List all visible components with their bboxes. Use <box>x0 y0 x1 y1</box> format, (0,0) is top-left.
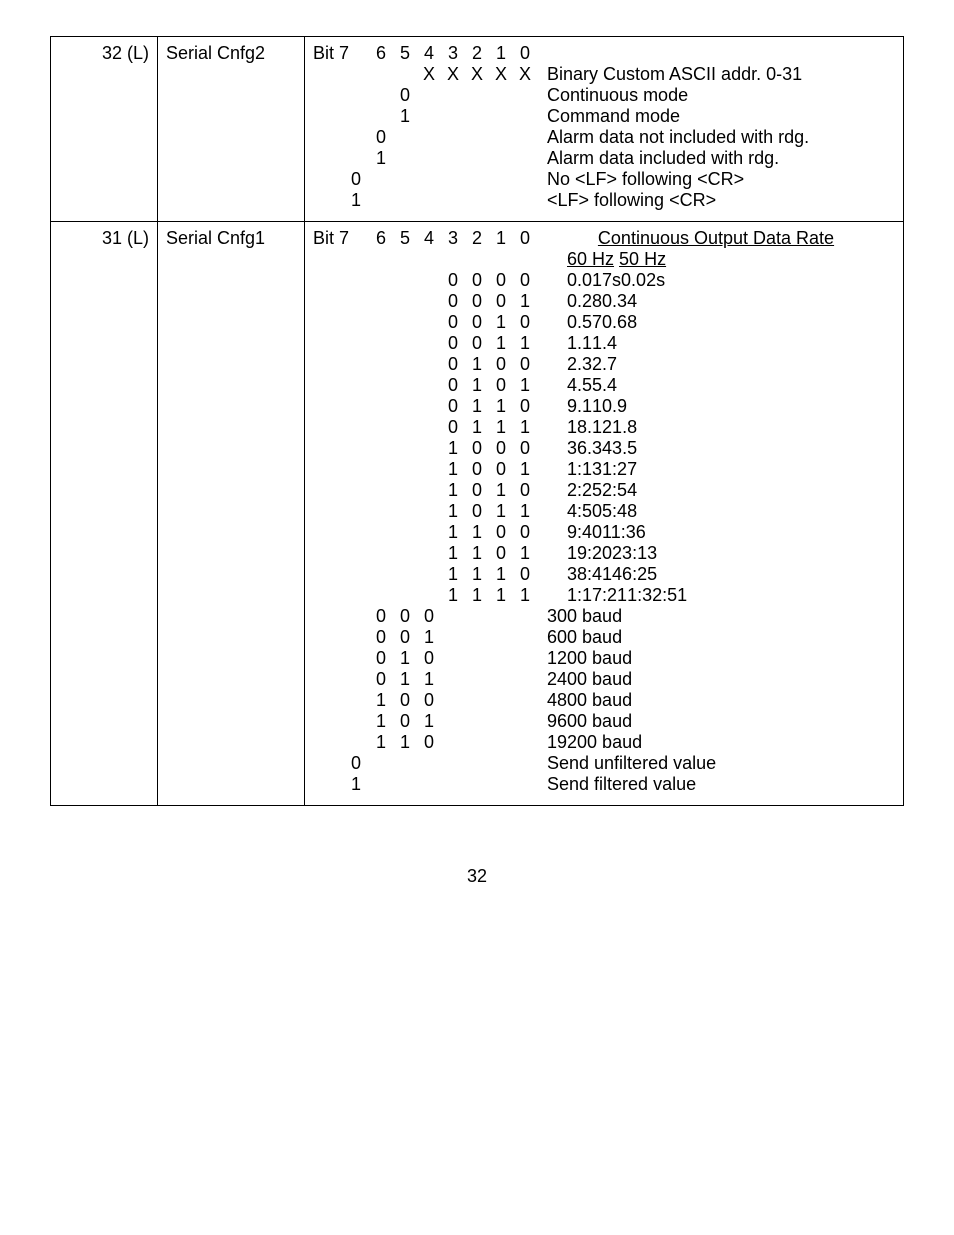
rate-title: Continuous Output Data Rate <box>598 228 834 249</box>
bit-line: 01014.55.4 <box>313 375 895 396</box>
bit-line: 011118.121.8 <box>313 417 895 438</box>
bit-line: 1Command mode <box>313 106 895 127</box>
rate-header-row: 60 Hz 50 Hz <box>313 249 895 270</box>
bit-line: 110119:2023:13 <box>313 543 895 564</box>
bit-line: 111038:4146:25 <box>313 564 895 585</box>
rate-lines: 00000.017s0.02s00010.280.3400100.570.680… <box>313 270 895 606</box>
bit-line: 1Alarm data included with rdg. <box>313 148 895 169</box>
bit-line: 100036.343.5 <box>313 438 895 459</box>
bit-header: Bit 7 6 5 4 3 2 1 0 Continuous Output Da… <box>313 228 895 249</box>
table-row: 32 (L) Serial Cnfg2 Bit 7 6 5 4 3 2 1 0 … <box>51 37 904 222</box>
bit7-label: Bit 7 <box>313 43 369 64</box>
bit-lines: XXXXXBinary Custom ASCII addr. 0-310Cont… <box>313 64 895 211</box>
config-table: 32 (L) Serial Cnfg2 Bit 7 6 5 4 3 2 1 0 … <box>50 36 904 806</box>
bit-line: 00000.017s0.02s <box>313 270 895 291</box>
bit-line: 0No <LF> following <CR> <box>313 169 895 190</box>
bit-line: 11009:4011:36 <box>313 522 895 543</box>
bit-line: 11019200 baud <box>313 732 895 753</box>
bit-line: 11111:17:211:32:51 <box>313 585 895 606</box>
bit-line: 0Send unfiltered value <box>313 753 895 774</box>
table-row: 31 (L) Serial Cnfg1 Bit 7 6 5 4 3 2 1 0 … <box>51 222 904 806</box>
bit-line: 000300 baud <box>313 606 895 627</box>
bit-line: 00111.11.4 <box>313 333 895 354</box>
bit-header: Bit 7 6 5 4 3 2 1 0 <box>313 43 895 64</box>
bit-line: 0101200 baud <box>313 648 895 669</box>
bit-line: 1004800 baud <box>313 690 895 711</box>
index-cell: 32 (L) <box>51 37 158 222</box>
bit-line: 1Send filtered value <box>313 774 895 795</box>
rate-col-60hz: 60 Hz <box>567 249 614 270</box>
bits-cell: Bit 7 6 5 4 3 2 1 0 Continuous Output Da… <box>305 222 904 806</box>
bit-line: 001600 baud <box>313 627 895 648</box>
bit-line: 1019600 baud <box>313 711 895 732</box>
bit-line: 0112400 baud <box>313 669 895 690</box>
bit-line: 10102:252:54 <box>313 480 895 501</box>
bit-line: 0Continuous mode <box>313 85 895 106</box>
name-cell: Serial Cnfg2 <box>158 37 305 222</box>
rate-col-50hz: 50 Hz <box>619 249 666 270</box>
bit-line: 01109.110.9 <box>313 396 895 417</box>
bit-line: 00100.570.68 <box>313 312 895 333</box>
bit-line: 0Alarm data not included with rdg. <box>313 127 895 148</box>
bits-cell: Bit 7 6 5 4 3 2 1 0 XXXXXBinary Custom A… <box>305 37 904 222</box>
bit-line: 00010.280.34 <box>313 291 895 312</box>
bit-line: 01002.32.7 <box>313 354 895 375</box>
bit-line: 10114:505:48 <box>313 501 895 522</box>
name-cell: Serial Cnfg1 <box>158 222 305 806</box>
bit-line: 10011:131:27 <box>313 459 895 480</box>
bit-line: XXXXXBinary Custom ASCII addr. 0-31 <box>313 64 895 85</box>
page: 32 (L) Serial Cnfg2 Bit 7 6 5 4 3 2 1 0 … <box>0 0 954 887</box>
bit-line: 1<LF> following <CR> <box>313 190 895 211</box>
baud-lines: 000300 baud001600 baud0101200 baud011240… <box>313 606 895 795</box>
bit7-label: Bit 7 <box>313 228 369 249</box>
page-number: 32 <box>50 866 904 887</box>
index-cell: 31 (L) <box>51 222 158 806</box>
